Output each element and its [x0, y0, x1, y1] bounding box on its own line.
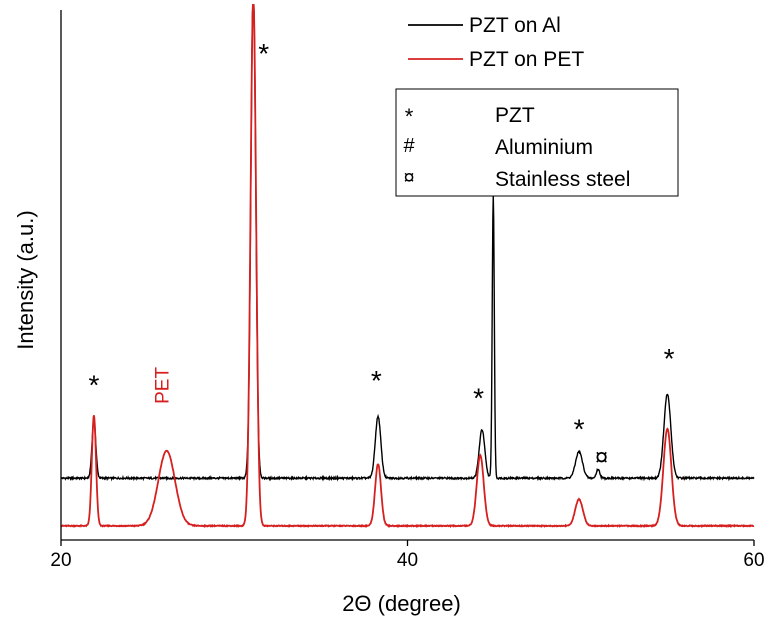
legend-series-label: PZT on PET — [469, 48, 584, 71]
legend-series-label: PZT on Al — [469, 14, 561, 37]
y-axis-label: Intensity (a.u.) — [13, 210, 38, 349]
series-line-pzt-on-al — [60, 4, 755, 482]
peak-annotation: PET — [152, 367, 173, 404]
x-tick-label: 40 — [397, 550, 418, 571]
series-legend: PZT on Al PZT on PET — [408, 14, 584, 71]
x-ticks: 20 40 60 — [50, 540, 765, 571]
marker-legend: * PZT # Aluminium ¤ Stainless steel — [395, 88, 679, 197]
peak-annotation: * — [473, 383, 484, 414]
marker-legend-symbol: # — [403, 135, 415, 157]
x-tick-label: 60 — [743, 550, 764, 571]
marker-legend-symbol: ¤ — [403, 167, 414, 189]
marker-legend-label: Stainless steel — [495, 168, 630, 191]
series-line-pzt-on-pet — [60, 4, 755, 529]
peak-annotation: * — [574, 413, 585, 444]
peak-annotation: * — [371, 365, 382, 396]
peak-annotation: * — [258, 38, 269, 69]
x-axis-label: 2Θ (degree) — [342, 591, 461, 616]
series-layer — [60, 4, 755, 529]
marker-legend-symbol: * — [405, 104, 414, 129]
marker-legend-label: Aluminium — [495, 136, 593, 159]
peak-annotations: * * PET * # * * ¤ * — [88, 38, 674, 471]
peak-annotation: ¤ — [595, 444, 608, 471]
peak-annotation: * — [664, 343, 675, 374]
peak-annotation: * — [88, 369, 99, 400]
x-tick-label: 20 — [50, 550, 71, 571]
marker-legend-box — [395, 88, 679, 197]
marker-legend-label: PZT — [495, 104, 535, 127]
